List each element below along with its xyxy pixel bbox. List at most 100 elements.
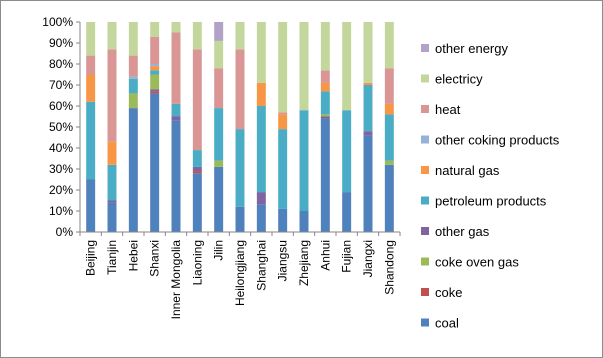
bar-segment bbox=[107, 141, 117, 165]
bar-segment bbox=[299, 211, 309, 232]
bar-segment bbox=[150, 89, 160, 92]
y-tick-label: 100% bbox=[42, 15, 73, 29]
bar-segment bbox=[256, 192, 266, 205]
bar-segment bbox=[320, 22, 330, 71]
bar-segment bbox=[150, 64, 160, 67]
legend-label: other energy bbox=[435, 41, 508, 56]
bar-segment bbox=[86, 55, 96, 75]
x-tick-label: Shandong bbox=[382, 240, 396, 295]
bar-segment bbox=[363, 131, 373, 136]
legend-item: heat bbox=[421, 102, 461, 117]
legend-item: petroleum products bbox=[421, 194, 547, 209]
x-tick-label: Tianjin bbox=[105, 240, 119, 275]
bar-segment bbox=[278, 129, 288, 209]
bar-segment bbox=[86, 22, 96, 56]
x-tick-label: Jilin bbox=[212, 240, 226, 261]
bar-segment bbox=[107, 22, 117, 50]
bar-segment bbox=[192, 22, 202, 50]
bar-segment bbox=[171, 22, 181, 33]
bar-segment bbox=[107, 164, 117, 201]
bar-segment bbox=[235, 129, 245, 207]
bar-segment bbox=[150, 91, 160, 94]
legend-swatch bbox=[421, 227, 429, 235]
bar-segment bbox=[150, 93, 160, 233]
y-tick-label: 60% bbox=[49, 99, 73, 113]
legend-item: coal bbox=[421, 316, 459, 331]
bar-segment bbox=[320, 70, 330, 83]
bar-segment bbox=[320, 91, 330, 115]
legend-label: coke oven gas bbox=[435, 255, 519, 270]
bar-segment bbox=[214, 68, 224, 109]
bar-segment bbox=[363, 82, 373, 85]
x-tick-label: Beijing bbox=[84, 240, 98, 276]
y-tick-label: 30% bbox=[49, 162, 73, 176]
bar-segment bbox=[256, 82, 266, 106]
bar-segment bbox=[128, 55, 138, 77]
bar-segment bbox=[256, 22, 266, 83]
bar-segment bbox=[299, 110, 309, 211]
legend-label: natural gas bbox=[435, 163, 500, 178]
legend: other energy electricy heat other coking pr… bbox=[421, 41, 560, 331]
y-tick-label: 50% bbox=[49, 120, 73, 134]
x-tick-label: Jiangxi bbox=[361, 240, 375, 277]
legend-label: heat bbox=[435, 102, 461, 117]
bar-segment bbox=[363, 135, 373, 232]
legend-item: other energy bbox=[421, 41, 508, 56]
legend-swatch bbox=[421, 196, 429, 205]
bar-segment bbox=[342, 110, 352, 193]
bar-segment bbox=[320, 114, 330, 117]
bar-segment bbox=[384, 22, 394, 69]
bar-segment bbox=[363, 22, 373, 83]
legend-swatch bbox=[421, 166, 429, 174]
legend-swatch bbox=[421, 257, 429, 266]
x-tick-label: Shanxi bbox=[148, 240, 162, 277]
bar-segment bbox=[192, 173, 202, 232]
legend-item: coke bbox=[421, 285, 462, 300]
legend-label: other gas bbox=[435, 224, 490, 239]
bar-segment bbox=[278, 208, 288, 232]
legend-swatch bbox=[421, 105, 429, 113]
legend-swatch bbox=[421, 288, 429, 296]
y-tick-label: 90% bbox=[49, 36, 73, 50]
legend-item: other gas bbox=[421, 224, 490, 239]
bar-segment bbox=[86, 101, 96, 180]
bar-segment bbox=[150, 66, 160, 71]
legend-swatch bbox=[421, 318, 429, 327]
y-tick-label: 80% bbox=[49, 57, 73, 71]
bar-segment bbox=[235, 22, 245, 50]
bar-segment bbox=[320, 82, 330, 92]
legend-swatch bbox=[421, 74, 429, 83]
bar-segment bbox=[107, 202, 117, 232]
bar-segment bbox=[320, 116, 330, 119]
bar-segment bbox=[192, 150, 202, 167]
bar-segment bbox=[384, 114, 394, 161]
bar-segment bbox=[384, 68, 394, 104]
bar-segment bbox=[214, 40, 224, 69]
bar-segment bbox=[128, 22, 138, 56]
bar-segment bbox=[384, 103, 394, 115]
bar-segment bbox=[214, 108, 224, 161]
bar-segment bbox=[235, 206, 245, 232]
legend-label: electricy bbox=[435, 72, 483, 87]
bar-segment bbox=[150, 74, 160, 90]
legend-item: coke oven gas bbox=[421, 255, 519, 270]
bar-segment bbox=[256, 204, 266, 232]
bar-segment bbox=[128, 78, 138, 94]
bar-segment bbox=[128, 108, 138, 232]
legend-swatch bbox=[421, 135, 429, 144]
bar-segment bbox=[278, 112, 288, 115]
x-tick-label: Shanghai bbox=[254, 240, 268, 291]
x-tick-label: Hebei bbox=[126, 240, 140, 271]
x-tick-label: Liaoning bbox=[190, 240, 204, 285]
bar-segment bbox=[214, 22, 224, 41]
legend-item: other coking products bbox=[421, 133, 560, 148]
x-tick-label: Anhui bbox=[318, 240, 332, 271]
bar-segment bbox=[128, 93, 138, 109]
bar-segment bbox=[107, 200, 117, 203]
bar-segment bbox=[128, 76, 138, 79]
bar-segment bbox=[150, 70, 160, 75]
x-tick-label: Fujian bbox=[340, 240, 354, 273]
bar-segment bbox=[214, 166, 224, 232]
bar-segment bbox=[107, 49, 117, 142]
